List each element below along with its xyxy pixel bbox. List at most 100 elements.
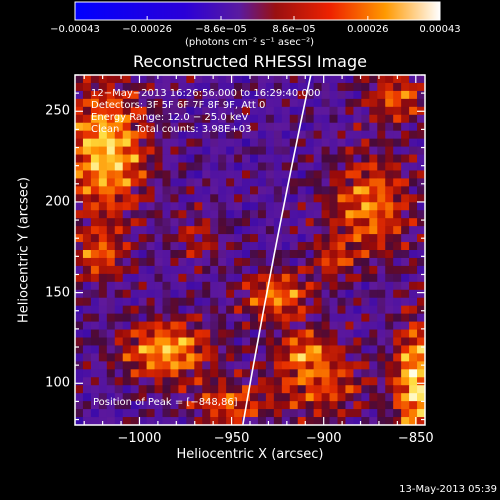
heatmap-cell	[345, 106, 354, 116]
heatmap-cell	[321, 289, 330, 299]
heatmap-cell	[122, 353, 132, 362]
heatmap-cell	[401, 409, 410, 418]
heatmap-cell	[417, 321, 425, 330]
heatmap-cell	[194, 146, 203, 155]
heatmap-cell	[202, 281, 211, 291]
heatmap-cell	[321, 170, 330, 179]
heatmap-cell	[385, 305, 394, 315]
heatmap-cell	[369, 242, 378, 251]
heatmap-cell	[281, 257, 291, 267]
heatmap-cell	[305, 393, 315, 402]
heatmap-cell	[170, 257, 179, 267]
heatmap-cell	[281, 385, 291, 394]
heatmap-cell	[122, 289, 132, 299]
heatmap-cell	[210, 202, 219, 211]
heatmap-cell	[82, 321, 92, 330]
heatmap-cell	[273, 353, 283, 362]
heatmap-cell	[146, 162, 155, 171]
heatmap-cell	[369, 154, 378, 163]
heatmap-cell	[146, 98, 155, 108]
heatmap-cell	[345, 281, 354, 291]
heatmap-cell	[130, 345, 140, 354]
heatmap-cell	[170, 321, 179, 330]
heatmap-cell	[186, 281, 195, 291]
heatmap-cell	[385, 257, 394, 267]
heatmap-cell	[337, 273, 346, 283]
heatmap-cell	[226, 162, 235, 171]
heatmap-cell	[234, 409, 243, 418]
heatmap-cell	[361, 297, 370, 307]
heatmap-cell	[337, 401, 346, 410]
heatmap-cell	[170, 122, 179, 132]
heatmap-cell	[138, 281, 147, 291]
heatmap-cell	[345, 90, 354, 100]
heatmap-cell	[242, 194, 251, 203]
heatmap-cell	[265, 130, 275, 140]
heatmap-cell	[242, 170, 251, 179]
heatmap-cell	[353, 377, 362, 386]
heatmap-cell	[353, 281, 362, 291]
heatmap-cell	[146, 226, 155, 235]
heatmap-cell	[98, 218, 108, 227]
heatmap-cell	[138, 401, 147, 410]
heatmap-cell	[321, 385, 330, 394]
heatmap-cell	[98, 75, 108, 84]
heatmap-cell	[82, 122, 92, 132]
heatmap-cell	[265, 409, 275, 418]
heatmap-cell	[178, 393, 187, 402]
heatmap-cell	[401, 82, 410, 92]
heatmap-cell	[178, 218, 187, 227]
heatmap-cell	[305, 98, 315, 108]
heatmap-cell	[281, 130, 291, 140]
heatmap-cell	[146, 297, 155, 307]
heatmap-cell	[273, 417, 283, 425]
heatmap-cell	[250, 417, 259, 425]
heatmap-cell	[90, 337, 100, 346]
heatmap-cell	[162, 90, 171, 100]
heatmap-cell	[82, 130, 92, 140]
heatmap-cell	[369, 297, 378, 307]
heatmap-cell	[138, 265, 147, 275]
heatmap-cell	[401, 226, 410, 235]
heatmap-cell	[417, 417, 425, 425]
heatmap-cell	[194, 210, 203, 219]
heatmap-cell	[305, 250, 315, 259]
heatmap-cell	[194, 321, 203, 330]
heatmap-cell	[345, 162, 354, 171]
heatmap-cell	[138, 250, 147, 259]
heatmap-cell	[329, 329, 338, 338]
heatmap-cell	[162, 170, 171, 179]
heatmap-cell	[305, 114, 315, 124]
heatmap-cell	[218, 257, 227, 267]
heatmap-cell	[401, 178, 410, 187]
heatmap-cell	[337, 170, 346, 179]
heatmap-cell	[162, 337, 171, 346]
x-tick-label: −950	[213, 431, 250, 446]
heatmap-cell	[250, 305, 259, 315]
heatmap-cell	[210, 218, 219, 227]
heatmap-cell	[417, 146, 425, 155]
heatmap-cell	[122, 369, 132, 378]
heatmap-cell	[210, 75, 219, 84]
heatmap-cell	[106, 226, 116, 235]
heatmap-cell	[98, 313, 108, 322]
heatmap-cell	[194, 401, 203, 410]
heatmap-cell	[281, 146, 291, 155]
heatmap-cell	[226, 265, 235, 275]
heatmap-cell	[417, 297, 425, 307]
heatmap-cell	[194, 90, 203, 100]
heatmap-cell	[329, 305, 338, 315]
heatmap-cell	[82, 82, 92, 92]
heatmap-cell	[210, 273, 219, 283]
heatmap-cell	[273, 409, 283, 418]
heatmap-cell	[297, 226, 307, 235]
heatmap-cell	[234, 401, 243, 410]
heatmap-cell	[162, 289, 171, 299]
heatmap-cell	[289, 313, 299, 322]
heatmap-cell	[106, 321, 116, 330]
heatmap-cell	[321, 146, 330, 155]
heatmap-cell	[321, 345, 330, 354]
heatmap-cell	[170, 170, 179, 179]
heatmap-cell	[202, 130, 211, 140]
heatmap-cell	[202, 162, 211, 171]
